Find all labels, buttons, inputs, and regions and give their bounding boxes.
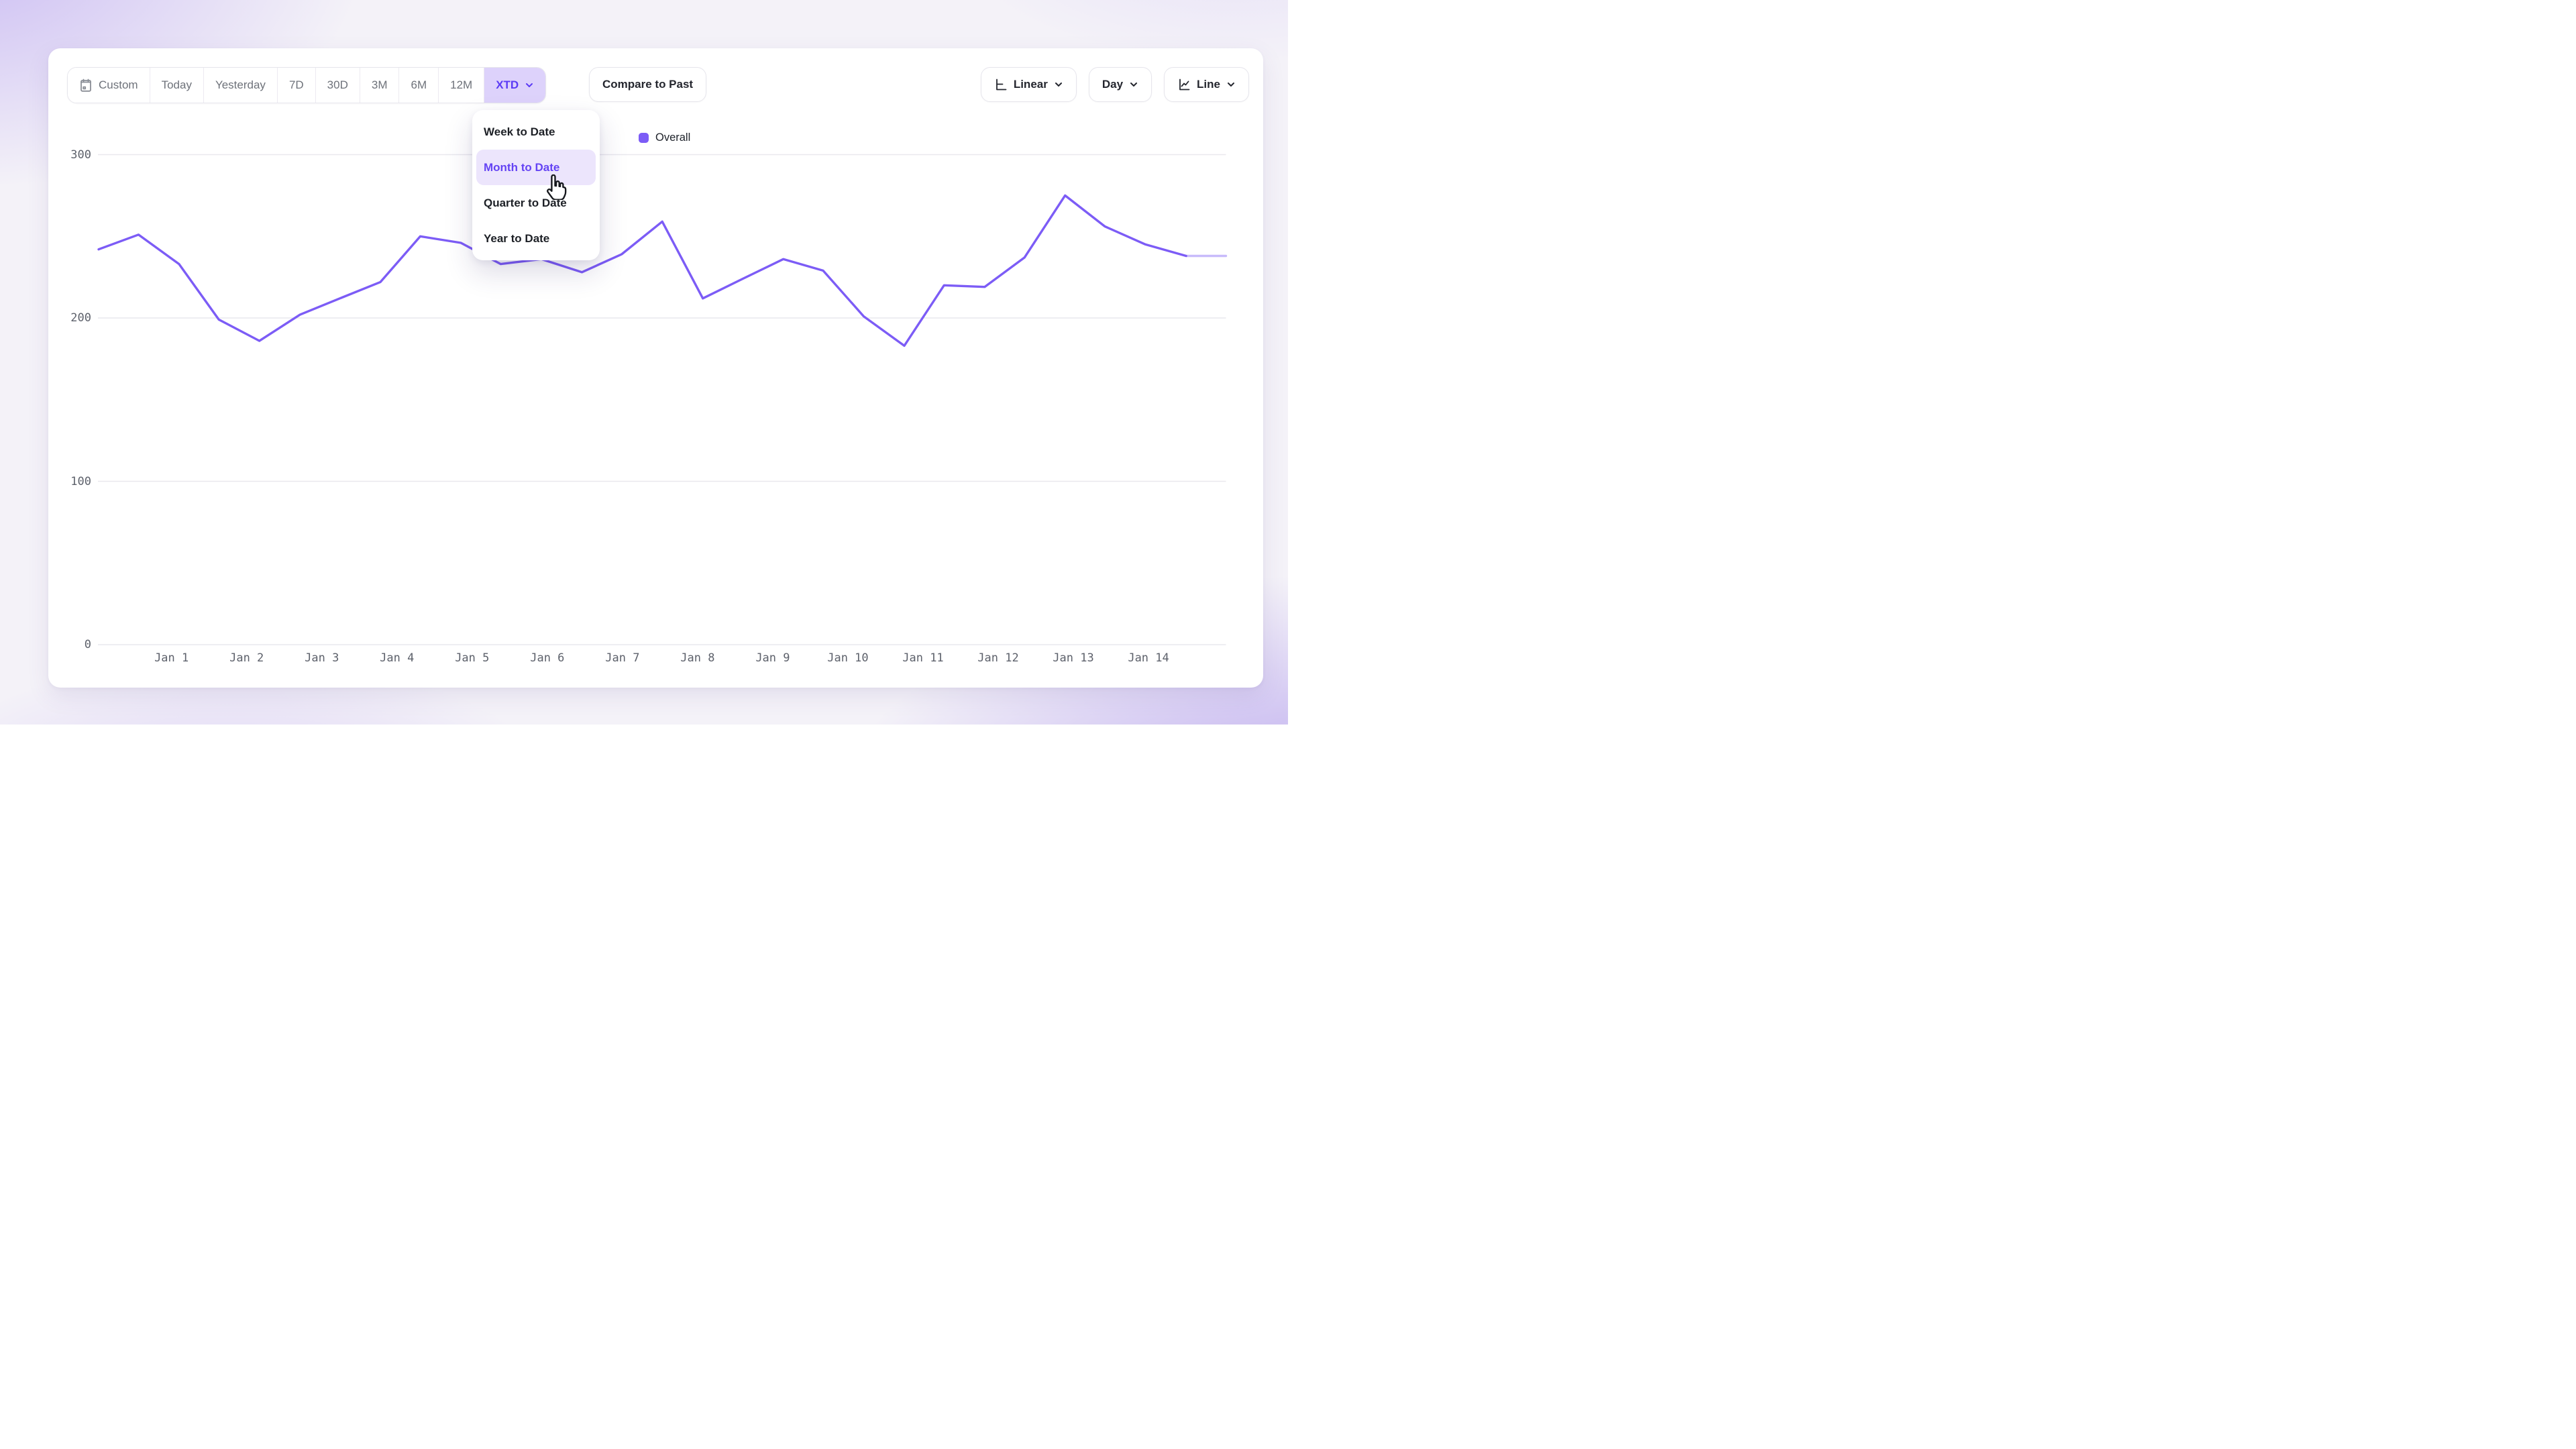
range-button-30d[interactable]: 30D: [315, 68, 360, 103]
chevron-down-icon: [526, 83, 533, 87]
chart-view-controls: Linear Day Line: [980, 67, 1249, 102]
legend-swatch: [639, 133, 649, 143]
range-button-label: Yesterday: [215, 78, 266, 91]
chevron-down-icon: [1130, 83, 1138, 87]
line-chart-icon: [1179, 78, 1190, 91]
y-axis-label: 100: [70, 474, 91, 488]
range-button-label: 3M: [371, 78, 388, 91]
range-button-group: Custom Today Yesterday 7D 30D 3M 6M 12M XTD: [67, 67, 547, 103]
x-axis-label: Jan 2: [229, 651, 264, 665]
range-button-6m[interactable]: 6M: [399, 68, 439, 103]
page-background: 0 100 200 300 Jan 1 Jan 2 Jan 3 Jan 4 Jan 5 Jan …: [0, 0, 1288, 724]
x-axis-label: Jan 7: [605, 651, 640, 665]
x-axis-label: Jan 8: [680, 651, 715, 665]
dropdown-item-quarter-to-date[interactable]: Quarter to Date: [484, 196, 567, 209]
button-label: Linear: [1013, 78, 1048, 91]
dropdown-item-year-to-date[interactable]: Year to Date: [484, 231, 550, 245]
range-button-label: Today: [161, 78, 192, 91]
button-label: Line: [1197, 78, 1220, 91]
x-axis-label: Jan 3: [305, 651, 339, 665]
range-button-label: 30D: [327, 78, 348, 91]
chart-canvas: [97, 154, 1228, 645]
date-range-dropdown: Week to Date Month to Date Quarter to Date…: [472, 110, 600, 260]
y-axis-label: 300: [70, 148, 91, 162]
range-button-label: 12M: [450, 78, 473, 91]
day-select-button[interactable]: Day: [1088, 67, 1152, 102]
range-button-label: Custom: [99, 78, 138, 91]
range-button-3m[interactable]: 3M: [360, 68, 400, 103]
range-button-label: 7D: [288, 78, 304, 91]
x-axis-label: Jan 5: [455, 651, 490, 665]
x-axis-label: Jan 1: [154, 651, 189, 665]
compare-to-past-button[interactable]: Compare to Past: [589, 67, 707, 102]
x-axis-label: Jan 4: [380, 651, 415, 665]
x-axis-label: Jan 14: [1128, 651, 1169, 665]
range-button-7d[interactable]: 7D: [277, 68, 316, 103]
range-button-12m[interactable]: 12M: [439, 68, 485, 103]
y-axis-label: 200: [70, 311, 91, 325]
range-button-today[interactable]: Today: [150, 68, 204, 103]
range-button-yesterday[interactable]: Yesterday: [203, 68, 278, 103]
x-axis-label: Jan 9: [755, 651, 790, 665]
range-button-label: XTD: [496, 78, 519, 91]
calendar-icon: [80, 78, 91, 92]
x-axis-label: Jan 10: [827, 651, 869, 665]
x-axis-label: Jan 13: [1053, 651, 1094, 665]
dropdown-item-month-to-date[interactable]: Month to Date: [476, 150, 596, 185]
x-axis-label: Jan 12: [977, 651, 1019, 665]
x-axis-label: Jan 6: [530, 651, 565, 665]
button-label: Day: [1102, 78, 1124, 91]
legend-label: Overall: [655, 131, 691, 144]
linear-scale-icon: [996, 78, 1007, 91]
dropdown-item-week-to-date[interactable]: Week to Date: [484, 125, 555, 138]
series-line-overall: [97, 194, 1187, 347]
chart-legend: Overall: [639, 131, 690, 144]
range-button-custom[interactable]: Custom: [68, 68, 150, 103]
x-axis-label: Jan 11: [902, 651, 944, 665]
chevron-down-icon: [1055, 83, 1062, 87]
line-select-button[interactable]: Line: [1164, 67, 1249, 102]
y-axis-label: 0: [84, 638, 91, 651]
chevron-down-icon: [1228, 83, 1234, 87]
range-button-label: 6M: [411, 78, 427, 91]
linear-select-button[interactable]: Linear: [980, 67, 1077, 102]
range-button-xtd[interactable]: XTD: [484, 68, 546, 103]
